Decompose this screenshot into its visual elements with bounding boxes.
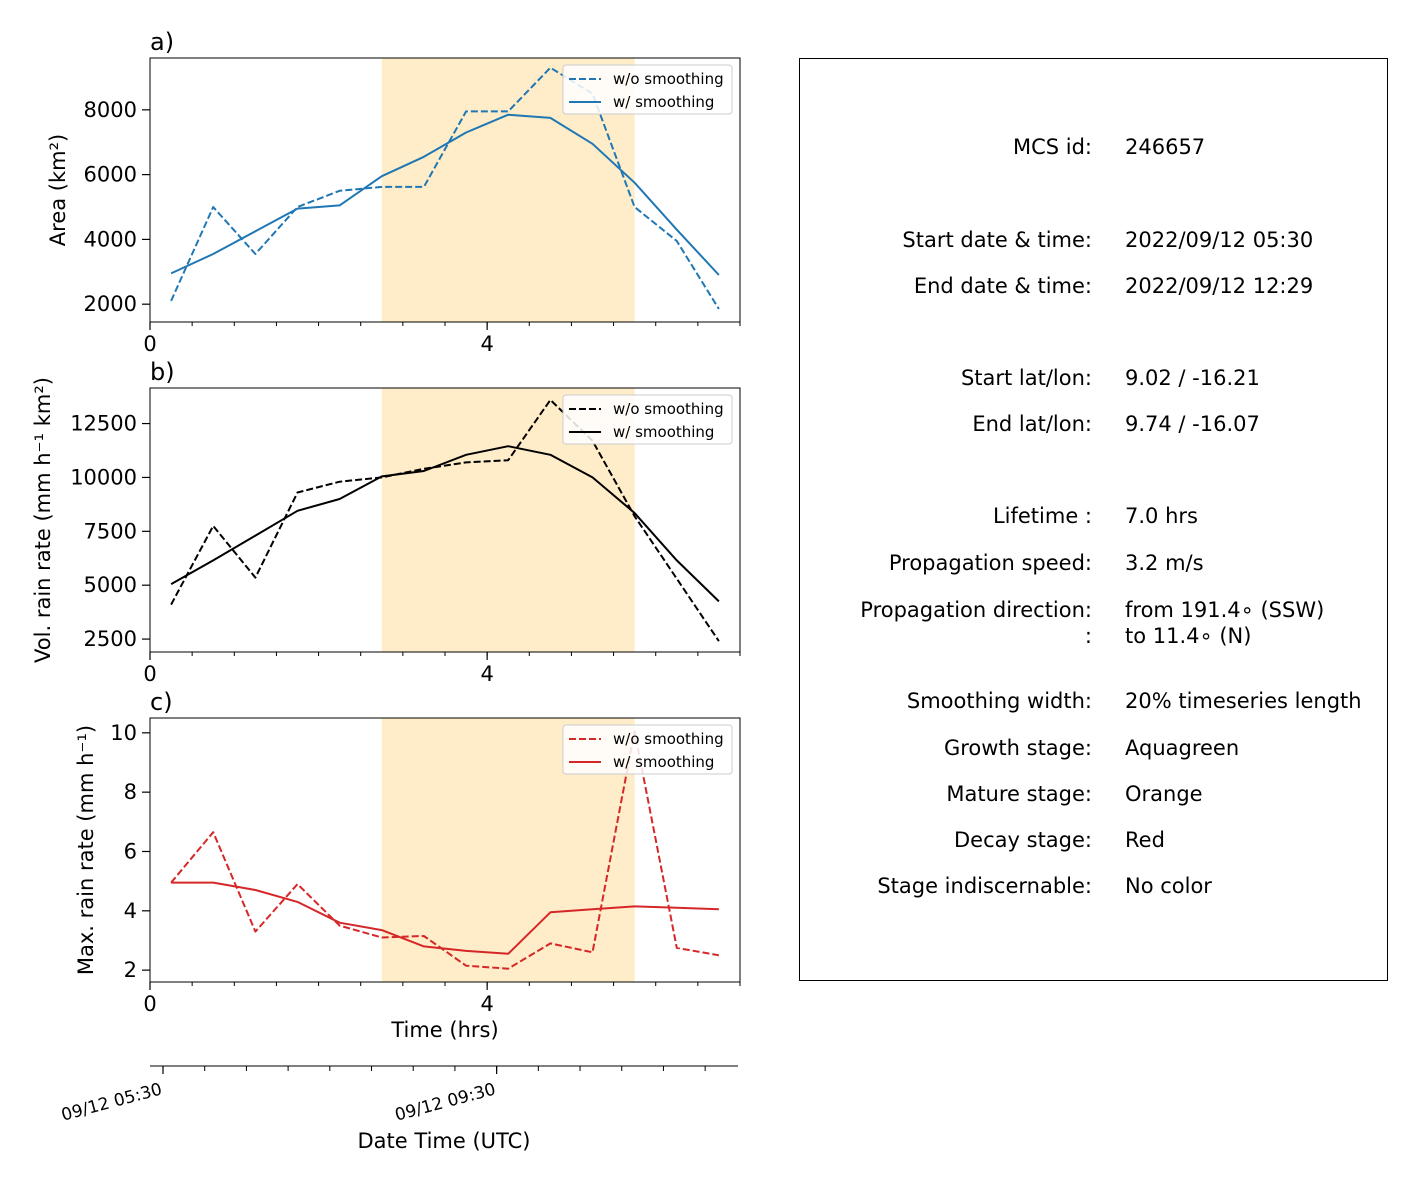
info-value: from 191.4∘ (SSW)	[1125, 598, 1325, 622]
info-value: 9.02 / -16.21	[1125, 366, 1260, 390]
info-label: Decay stage:	[954, 828, 1092, 852]
legend-box	[562, 724, 733, 775]
y-tick-label: 8	[124, 780, 137, 804]
y-tick-label: 8000	[84, 98, 137, 122]
y-tick-label: 12500	[70, 412, 137, 436]
y-tick-label: 4	[124, 899, 137, 923]
x-tick-label: 4	[480, 992, 493, 1016]
legend-label: w/o smoothing	[613, 70, 724, 88]
info-value: 2022/09/12 05:30	[1125, 228, 1314, 252]
legend: w/o smoothing w/ smoothing	[562, 724, 733, 775]
info-label: End date & time:	[913, 274, 1092, 298]
x-tick-label: 4	[480, 332, 493, 356]
series-line-raw	[170, 66, 720, 310]
y-axis-label: Area (km²)	[46, 134, 70, 246]
legend-label: w/ smoothing	[613, 423, 714, 441]
info-label: Stage indiscernable:	[877, 874, 1092, 898]
info-value: Red	[1125, 828, 1165, 852]
y-tick-label: 2500	[84, 627, 137, 651]
legend: w/o smoothing w/ smoothing	[562, 394, 733, 445]
info-value: 9.74 / -16.07	[1125, 412, 1260, 436]
info-value: 246657	[1125, 135, 1206, 159]
info-label: Growth stage:	[943, 736, 1092, 760]
legend-label: w/ smoothing	[613, 93, 714, 111]
legend: w/o smoothing w/ smoothing	[562, 64, 733, 115]
legend-box	[562, 64, 733, 115]
y-tick-label: 7500	[84, 519, 137, 543]
info-label: Start lat/lon:	[960, 366, 1092, 390]
info-label: Mature stage:	[946, 782, 1092, 806]
info-value: 2022/09/12 12:29	[1125, 274, 1314, 298]
date-tick-label: 09/12 09:30	[393, 1080, 498, 1126]
x-axis-label: Time (hrs)	[390, 1018, 498, 1042]
info-value: Aquagreen	[1125, 736, 1240, 760]
legend-label: w/ smoothing	[613, 753, 714, 771]
info-label: MCS id:	[1012, 135, 1092, 159]
x-tick-label: 0	[143, 992, 156, 1016]
info-label: Start date & time:	[902, 228, 1092, 252]
info-value: 3.2 m/s	[1125, 551, 1204, 575]
x-tick-label: 0	[143, 662, 156, 686]
info-label: Lifetime :	[992, 504, 1092, 528]
y-tick-label: 5000	[84, 573, 137, 597]
y-tick-label: 6000	[84, 163, 137, 187]
y-tick-label: 4000	[84, 227, 137, 251]
legend-label: w/o smoothing	[613, 400, 724, 418]
mcs-info-panel: MCS id: 246657 Start date & time: 2022/09/1…	[799, 58, 1388, 981]
panel-label: b)	[150, 358, 175, 386]
x-tick-label: 0	[143, 332, 156, 356]
y-tick-label: 6	[124, 839, 137, 863]
info-value: 20% timeseries length	[1125, 689, 1362, 713]
series-line-smoothed	[171, 881, 719, 955]
y-axis-label: Vol. rain rate (mm h⁻¹ km²)	[31, 377, 55, 663]
panel-label: a)	[150, 28, 174, 56]
y-tick-label: 10000	[70, 465, 137, 489]
info-label: :	[1084, 624, 1092, 648]
info-value: No color	[1125, 874, 1212, 898]
info-label: Smoothing width:	[906, 689, 1092, 713]
info-value: to 11.4∘ (N)	[1125, 624, 1252, 648]
date-tick-label: 09/12 05:30	[59, 1080, 164, 1126]
y-tick-label: 2000	[84, 292, 137, 316]
info-value: Orange	[1125, 782, 1203, 806]
series-line-raw	[170, 398, 720, 642]
panel-label: c)	[150, 688, 173, 716]
legend-box	[562, 394, 733, 445]
legend-label: w/o smoothing	[613, 730, 724, 748]
info-label: End lat/lon:	[972, 412, 1092, 436]
y-tick-label: 10	[110, 721, 137, 745]
info-value: 7.0 hrs	[1125, 504, 1198, 528]
info-label: Propagation direction:	[860, 598, 1092, 622]
info-label: Propagation speed:	[888, 551, 1092, 575]
x-tick-label: 4	[480, 662, 493, 686]
date-axis-label: Date Time (UTC)	[358, 1129, 531, 1153]
series-line-smoothed	[170, 113, 720, 276]
y-tick-label: 2	[124, 958, 137, 982]
series-line-smoothed	[170, 445, 720, 603]
y-axis-label: Max. rain rate (mm h⁻¹)	[74, 725, 98, 975]
